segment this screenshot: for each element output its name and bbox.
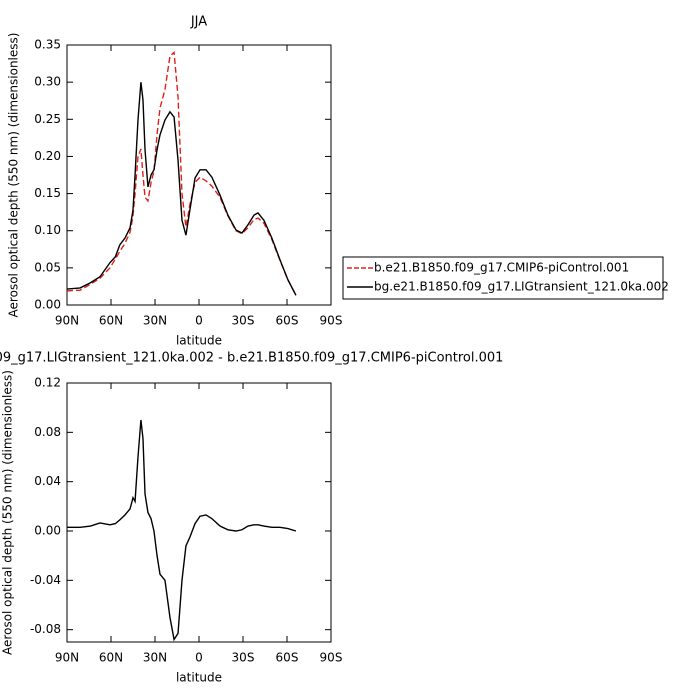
y-tick-label: 0.04 [34, 474, 61, 488]
x-tick-label: 30S [232, 314, 255, 328]
x-tick-label: 60S [276, 651, 299, 665]
y-tick-label: 0.25 [34, 112, 61, 126]
y-tick-label: 0.05 [34, 260, 61, 274]
y-tick-label: 0.12 [34, 376, 61, 390]
x-tick-label: 60S [276, 314, 299, 328]
y-tick-label: 0.10 [34, 223, 61, 237]
x-tick-label: 0 [195, 651, 203, 665]
x-tick-label: 30N [143, 651, 167, 665]
y-tick-label: 0.35 [34, 38, 61, 52]
x-tick-label: 90S [320, 651, 343, 665]
y-axis-label: Aerosol optical depth (550 nm) (dimensio… [1, 370, 15, 655]
data-line [66, 50, 297, 296]
y-tick-label: -0.08 [30, 622, 61, 636]
plot-frame [66, 44, 332, 306]
x-axis-label: latitude [176, 671, 222, 685]
y-tick-label: 0.08 [34, 425, 61, 439]
legend-label: b.e21.B1850.f09_g17.CMIP6-piControl.001 [374, 261, 629, 275]
x-tick-label: 30S [232, 651, 255, 665]
y-axis-label: Aerosol optical depth (550 nm) (dimensio… [7, 33, 21, 318]
x-tick-label: 90N [55, 651, 79, 665]
x-tick-label: 60N [99, 314, 123, 328]
x-tick-label: 60N [99, 651, 123, 665]
y-tick-label: 0.30 [34, 75, 61, 89]
y-tick-label: -0.04 [30, 573, 61, 587]
y-tick-label: 0.00 [34, 298, 61, 312]
legend-box [342, 256, 664, 300]
x-tick-label: 0 [195, 314, 203, 328]
data-line [66, 82, 297, 296]
x-axis-label: latitude [176, 334, 222, 348]
y-tick-label: 0.15 [34, 186, 61, 200]
y-tick-label: 0.00 [34, 524, 61, 538]
plot-frame [66, 382, 332, 643]
x-tick-label: 90S [320, 314, 343, 328]
legend-label: bg.e21.B1850.f09_g17.LIGtransient_121.0k… [374, 280, 669, 294]
chart-title: bg.e21.B1850.f09_g17.LIGtransient_121.0k… [0, 351, 503, 366]
x-tick-label: 90N [55, 314, 79, 328]
y-tick-label: 0.20 [34, 149, 61, 163]
data-line [67, 419, 297, 642]
x-tick-label: 30N [143, 314, 167, 328]
chart-title: JJA [190, 15, 207, 30]
